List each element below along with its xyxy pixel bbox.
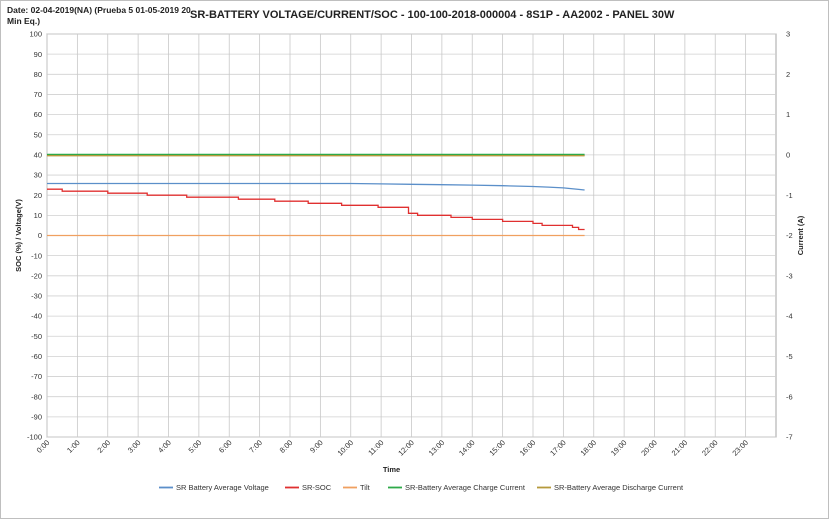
y-tick-label: 90: [34, 50, 42, 59]
y-tick-label: -80: [31, 392, 42, 401]
y-tick-label: -30: [31, 292, 42, 301]
y2-tick-label: -7: [786, 433, 793, 442]
x-tick-label: 14:00: [457, 438, 477, 458]
y-tick-label: 50: [34, 130, 42, 139]
series-line: [47, 182, 585, 191]
y2-tick-label: -1: [786, 191, 793, 200]
x-tick-label: 8:00: [278, 438, 295, 455]
x-tick-label: 15:00: [487, 438, 507, 458]
y-tick-label: 60: [34, 110, 42, 119]
y2-tick-label: 1: [786, 110, 790, 119]
y2-tick-label: -5: [786, 352, 793, 361]
x-tick-label: 13:00: [427, 438, 447, 458]
x-tick-label: 11:00: [366, 438, 385, 457]
legend: SR Battery Average Voltage SR-SOC Tilt SR-B…: [159, 483, 684, 492]
x-tick-label: 7:00: [247, 438, 264, 455]
y-tick-label: -10: [31, 251, 42, 260]
x-axis-title: Time: [383, 465, 400, 474]
y-tick-label: 100: [29, 30, 42, 39]
y-tick-label: -20: [31, 271, 42, 280]
y-tick-label: -90: [31, 412, 42, 421]
y-tick-label: -70: [31, 372, 42, 381]
x-tick-label: 17:00: [548, 438, 568, 458]
x-tick-label: 10:00: [336, 438, 356, 458]
chart-title: SR-BATTERY VOLTAGE/CURRENT/SOC - 100-100…: [190, 9, 675, 21]
y-tick-label: -50: [31, 332, 42, 341]
y2-tick-label: 0: [786, 151, 790, 160]
y-tick-label: 40: [34, 151, 42, 160]
x-tick-label: 21:00: [670, 438, 690, 458]
y2-axis-title: Current (A): [796, 215, 805, 255]
y-tick-label: -100: [27, 433, 42, 442]
date-note: Date: 02-04-2019(NA) (Prueba 5 01-05-201…: [7, 5, 191, 26]
legend-label: Tilt: [360, 483, 371, 492]
x-tick-label: 22:00: [700, 438, 720, 458]
y-axis-title: SOC (%) / Voltage(V): [14, 199, 23, 272]
series-layer: [47, 153, 585, 237]
y2-tick-label: 3: [786, 30, 790, 39]
y-tick-label: -40: [31, 312, 42, 321]
y2-tick-label: -4: [786, 312, 793, 321]
series-line: [47, 188, 585, 231]
x-tick-label: 5:00: [187, 438, 204, 455]
x-tick-label: 12:00: [396, 438, 416, 458]
y-tick-label: 0: [38, 231, 42, 240]
x-tick-label: 16:00: [518, 438, 538, 458]
x-tick-label: 1:00: [65, 438, 82, 455]
x-tick-label: 23:00: [730, 438, 750, 458]
x-tick-label: 9:00: [308, 438, 325, 455]
x-tick-label: 4:00: [156, 438, 173, 455]
legend-label: SR-Battery Average Discharge Current: [554, 483, 684, 492]
y2-tick-label: -2: [786, 231, 793, 240]
y-tick-label: 80: [34, 70, 42, 79]
x-tick-label: 20:00: [639, 438, 659, 458]
y-tick-label: 10: [34, 211, 42, 220]
legend-label: SR-Battery Average Charge Current: [405, 483, 526, 492]
y2-tick-label: -6: [786, 392, 793, 401]
x-tick-label: 3:00: [126, 438, 143, 455]
y2-tick-label: -3: [786, 271, 793, 280]
legend-label: SR-SOC: [302, 483, 332, 492]
legend-label: SR Battery Average Voltage: [176, 483, 269, 492]
axes: 1009080706050403020100-10-20-30-40-50-60…: [14, 30, 805, 474]
y-tick-label: 70: [34, 90, 42, 99]
y-tick-label: 20: [34, 191, 42, 200]
y-tick-label: 30: [34, 171, 42, 180]
x-tick-label: 19:00: [609, 438, 629, 458]
x-tick-label: 18:00: [579, 438, 599, 458]
x-tick-label: 2:00: [95, 438, 112, 455]
x-tick-label: 6:00: [217, 438, 234, 455]
y2-tick-label: 2: [786, 70, 790, 79]
y-tick-label: -60: [31, 352, 42, 361]
